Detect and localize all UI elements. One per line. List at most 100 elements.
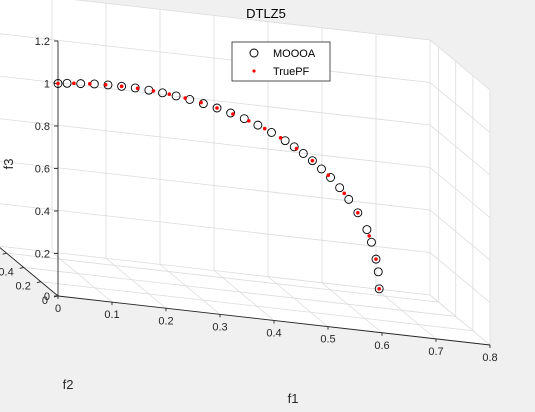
floor-gridline-x xyxy=(159,264,221,315)
legend: MOOOA TruePF xyxy=(231,41,331,82)
moooa-point xyxy=(53,79,63,88)
truepf-point xyxy=(151,89,156,93)
right-gridline-z xyxy=(429,252,491,303)
y-axis-label: f2 xyxy=(63,377,74,392)
moooa-point xyxy=(373,267,383,277)
moooa-point xyxy=(239,114,249,124)
legend-label-truepf: TruePF xyxy=(273,66,310,78)
right-gridline-z xyxy=(429,39,491,91)
truepf-point xyxy=(199,100,203,105)
moooa-point xyxy=(158,88,167,98)
z-tick-label: 1.2 xyxy=(35,36,50,48)
floor-gridline-x xyxy=(267,276,329,327)
moooa-point xyxy=(367,237,376,247)
right-gridline-z xyxy=(429,82,491,133)
moooa-point xyxy=(280,136,290,146)
moooa-point xyxy=(62,78,72,88)
x-tick-label: 0.2 xyxy=(158,315,173,327)
moooa-point xyxy=(326,173,336,182)
back-gridline-z xyxy=(0,203,431,253)
truepf-point xyxy=(374,257,378,261)
right-gridline-z xyxy=(429,124,491,176)
x-tick-label: 0 xyxy=(55,303,61,315)
moooa-point xyxy=(267,128,276,137)
truepf-point xyxy=(326,173,331,177)
y-tick-mark xyxy=(2,252,7,255)
floor-gridline-x xyxy=(321,282,383,334)
truepf-point xyxy=(135,86,140,91)
moooa-point xyxy=(298,148,308,158)
truepf-point xyxy=(88,82,92,86)
moooa-point xyxy=(353,208,363,218)
floor-gridline-x xyxy=(213,270,275,321)
truepf-point xyxy=(278,136,283,140)
moooa-point xyxy=(76,79,86,89)
right-gridline-z xyxy=(429,167,491,218)
x-tick-label: 0.4 xyxy=(266,328,281,340)
truepf-point xyxy=(103,82,108,87)
back-wall-pane xyxy=(0,0,430,295)
moooa-point xyxy=(371,254,381,264)
floor-gridline-x xyxy=(51,251,113,303)
y-axis-line xyxy=(0,247,59,297)
moooa-point xyxy=(307,156,317,166)
truepf-point xyxy=(377,287,381,291)
z-tick-label: 0.4 xyxy=(35,206,50,218)
back-gridline-z xyxy=(0,75,431,126)
moooa-point xyxy=(317,164,326,174)
y-tick-label: 0.4 xyxy=(0,266,14,278)
floor-gridline-y xyxy=(23,267,456,317)
z-tick-label: 0.8 xyxy=(35,121,50,133)
back-gridline-z xyxy=(73,0,431,41)
x-tick-label: 0.7 xyxy=(428,346,443,358)
truepf-point xyxy=(262,126,267,131)
truepf-point xyxy=(215,106,219,110)
truepf-point xyxy=(310,158,315,163)
data-layer xyxy=(53,78,384,294)
x-tick-label: 0.1 xyxy=(104,309,119,321)
floor-gridline-x xyxy=(105,257,167,309)
y-tick-label: 0.2 xyxy=(16,281,31,293)
z-tick-label: 0.2 xyxy=(35,249,50,261)
x-tick-label: 0.3 xyxy=(212,321,227,333)
truepf-point xyxy=(167,92,172,96)
back-gridline-z xyxy=(0,245,431,296)
right-gridline-z xyxy=(429,294,491,346)
moooa-point xyxy=(212,103,222,113)
truepf-point xyxy=(119,84,124,89)
z-tick-label: 1 xyxy=(44,79,50,91)
y-tick-mark xyxy=(36,281,41,284)
x-axis-label: f1 xyxy=(288,391,299,406)
back-gridline-z xyxy=(0,160,431,211)
legend-marker-truepf xyxy=(252,69,256,73)
moooa-point xyxy=(344,194,354,204)
floor-gridline-x xyxy=(375,288,437,340)
chart-title: DTLZ5 xyxy=(246,6,286,21)
moooa-point xyxy=(171,91,181,101)
x-tick-label: 0.8 xyxy=(482,352,497,364)
back-gridline-z xyxy=(0,33,431,83)
z-tick-label: 0 xyxy=(44,291,50,303)
moooa-point xyxy=(253,120,263,130)
z-tick-label: 0.6 xyxy=(35,164,50,176)
moooa-point xyxy=(198,99,208,109)
truepf-point xyxy=(356,210,360,215)
back-gridline-z xyxy=(0,118,431,168)
y-tick-label: 0 xyxy=(42,295,48,307)
truepf-point xyxy=(367,234,371,238)
x-tick-label: 0.5 xyxy=(320,334,335,346)
truepf-point xyxy=(72,81,76,86)
right-gridline-z xyxy=(429,209,491,261)
legend-box xyxy=(231,41,331,82)
truepf-point xyxy=(56,81,60,86)
floor-gridline-y xyxy=(40,281,473,332)
truepf-point xyxy=(231,112,235,116)
legend-label-moooa: MOOOA xyxy=(273,48,316,60)
truepf-point xyxy=(342,191,347,196)
truepf-point xyxy=(247,119,251,123)
moooa-point xyxy=(117,81,127,91)
tick-labels: 00.10.20.30.40.50.60.70.800.20.40.600.20… xyxy=(0,36,498,364)
y-tick-mark xyxy=(19,266,24,269)
